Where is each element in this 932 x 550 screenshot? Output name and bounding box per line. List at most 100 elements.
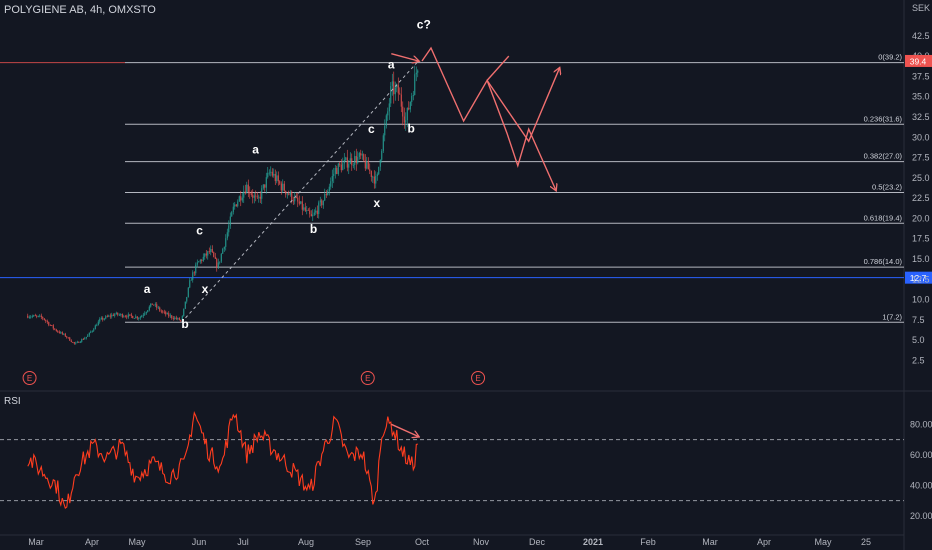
candle-body: [222, 248, 224, 254]
candle-body: [375, 175, 377, 184]
price-axis-tick-label: 35.0: [912, 92, 930, 102]
rsi-line: [27, 411, 418, 510]
candle-body: [264, 184, 266, 188]
candle-body: [280, 183, 282, 191]
candle-body: [112, 314, 114, 316]
candle-body: [322, 200, 324, 206]
candle-body: [96, 325, 98, 327]
time-axis-tick-label: Aug: [298, 537, 314, 547]
candle-body: [321, 200, 323, 206]
dashed-trendline: [181, 60, 419, 323]
candle-body: [358, 153, 360, 157]
candle-body: [210, 249, 212, 252]
candle-body: [57, 331, 59, 332]
price-axis-tick-label: 17.5: [912, 234, 930, 244]
candle-body: [409, 102, 411, 110]
candle-body: [117, 312, 119, 315]
event-marker-label: E: [365, 374, 370, 383]
candle-body: [411, 95, 413, 103]
projection-bearish-path: [486, 80, 556, 190]
candle-body: [249, 191, 251, 194]
candle-body: [240, 196, 242, 201]
candle-body: [168, 313, 170, 317]
candle-body: [345, 157, 347, 160]
candle-body: [220, 253, 222, 262]
candle-body: [379, 159, 381, 167]
candle-body: [352, 164, 354, 166]
wave-label: b: [181, 317, 188, 331]
candle-body: [319, 200, 321, 203]
candle-body: [201, 259, 203, 261]
fib-level-label: 0.382(27.0): [864, 152, 903, 161]
price-axis-tick-label: 20.0: [912, 213, 930, 223]
candle-body: [219, 261, 221, 263]
candle-body: [31, 316, 33, 317]
event-marker-label: E: [475, 374, 480, 383]
wave-label: b: [310, 222, 317, 236]
drawing-annotations[interactable]: a b x c a b c x a b c?: [144, 17, 560, 331]
candle-body: [378, 166, 380, 175]
candle-body: [64, 333, 66, 337]
candle-body: [217, 262, 219, 268]
candle-body: [214, 256, 216, 259]
candle-body: [148, 306, 150, 311]
candle-body: [285, 190, 287, 195]
candle-body: [312, 214, 314, 217]
candle-body: [180, 320, 182, 321]
axes: SEK 2.5 5.0 7.5 10.0 12.5 15.0 17.5 20.0 22.5 25.0…: [28, 3, 932, 547]
candle-body: [270, 171, 272, 173]
price-axis-tick-label: 12.5: [912, 274, 930, 284]
candle-body: [361, 154, 363, 156]
candle-body: [132, 315, 134, 319]
candle-body: [73, 342, 75, 344]
candle-body: [373, 176, 375, 184]
candle-body: [85, 336, 87, 339]
candle-body: [286, 193, 288, 195]
candle-body: [309, 210, 311, 215]
price-axis-tick-label: 5.0: [912, 335, 925, 345]
candle-body: [399, 93, 401, 95]
price-axis-tick-label: 2.5: [912, 355, 925, 365]
rsi-title: RSI: [4, 396, 21, 407]
candle-body: [36, 315, 38, 317]
time-axis-tick-label: Apr: [757, 537, 771, 547]
candle-body: [366, 160, 368, 169]
fib-level-label: 0.786(14.0): [864, 257, 903, 266]
candle-body: [39, 315, 41, 317]
wave-label: a: [144, 282, 151, 296]
projection-bullish-path: [421, 46, 559, 143]
candle-body: [268, 172, 270, 174]
candle-body: [163, 311, 165, 313]
candle-body: [384, 125, 386, 136]
candle-body: [232, 206, 234, 212]
candle-body: [333, 173, 335, 176]
time-axis-tick-label: Jun: [192, 537, 207, 547]
candle-body: [226, 232, 228, 239]
time-axis-tick-label: Jul: [237, 537, 249, 547]
projection-bullish-start: [486, 55, 510, 81]
candle-body: [360, 153, 362, 156]
candle-body: [208, 251, 210, 253]
candle-body: [381, 150, 383, 160]
candle-body: [45, 319, 47, 322]
candle-body: [48, 322, 50, 326]
candle-body: [393, 81, 395, 95]
candle-body: [55, 329, 57, 332]
candle-body: [70, 340, 72, 342]
candle-body: [300, 201, 302, 204]
horizontal-line[interactable]: 12.7: [0, 271, 932, 284]
candle-body: [58, 331, 60, 333]
candle-body: [294, 197, 296, 202]
candle-body: [165, 311, 167, 315]
candle-body: [106, 316, 108, 318]
wave-label: a: [388, 57, 395, 71]
candle-body: [109, 315, 111, 317]
candle-body: [162, 311, 164, 313]
candle-body: [105, 316, 107, 319]
candle-body: [265, 177, 267, 188]
time-axis-tick-label: May: [128, 537, 146, 547]
fibonacci-retracement[interactable]: 0(39.2) 0.236(31.6) 0.382(27.0) 0.5(23.2) 0.…: [0, 53, 904, 323]
price-axis-tick-label: 22.5: [912, 193, 930, 203]
candle-body: [246, 184, 248, 194]
